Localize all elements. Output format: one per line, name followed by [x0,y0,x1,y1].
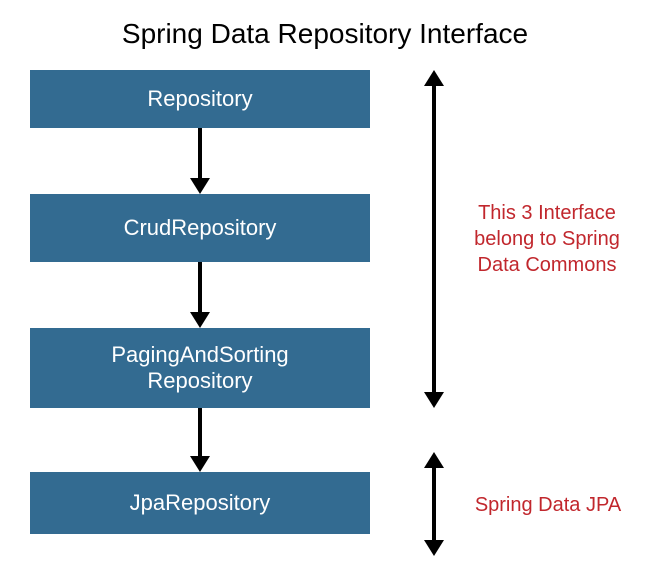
bracket-jpa-label: Spring Data JPA [468,492,628,518]
diagram-canvas: Spring Data Repository Interface Reposit… [0,0,650,576]
node-jparepository: JpaRepository [30,472,370,534]
node-repository: Repository [30,70,370,128]
node-pagingandsorting: PagingAndSorting Repository [30,328,370,408]
node-crudrepository: CrudRepository [30,194,370,262]
bracket-commons-label: This 3 Interface belong to Spring Data C… [462,200,632,278]
diagram-title: Spring Data Repository Interface [0,18,650,50]
node-label: CrudRepository [124,215,277,241]
node-label: JpaRepository [130,490,271,516]
node-label: Repository [147,86,252,112]
node-label: PagingAndSorting Repository [111,342,288,395]
